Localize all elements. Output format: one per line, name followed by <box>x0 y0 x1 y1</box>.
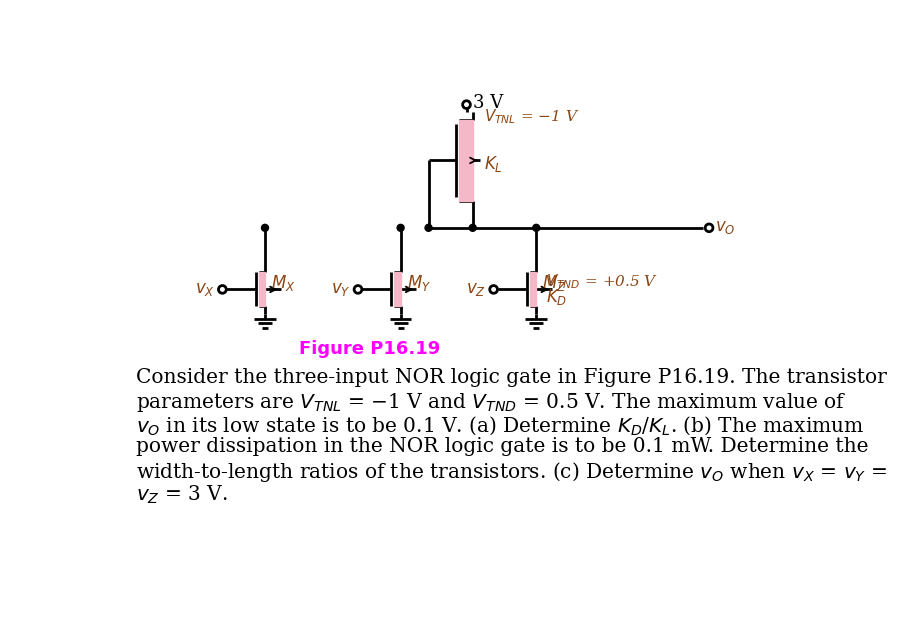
Text: $v_Y$: $v_Y$ <box>331 281 350 298</box>
Text: parameters are $V_{TNL}$ = −1 V and $V_{TND}$ = 0.5 V. The maximum value of: parameters are $V_{TNL}$ = −1 V and $V_{… <box>136 391 846 414</box>
Text: 3 V: 3 V <box>473 94 503 112</box>
Text: $v_Z$ = 3 V.: $v_Z$ = 3 V. <box>136 484 228 506</box>
Bar <box>394 273 401 306</box>
Text: $v_O$ in its low state is to be 0.1 V. (a) Determine $K_D$/$K_L$. (b) The maximu: $v_O$ in its low state is to be 0.1 V. (… <box>136 414 864 436</box>
Circle shape <box>469 224 476 231</box>
Text: width-to-length ratios of the transistors. (c) Determine $v_O$ when $v_X$ = $v_Y: width-to-length ratios of the transistor… <box>136 460 886 484</box>
Text: $v_Z$: $v_Z$ <box>466 281 486 298</box>
Text: $M_Y$: $M_Y$ <box>407 273 431 293</box>
Bar <box>459 120 473 201</box>
Circle shape <box>397 224 404 231</box>
Circle shape <box>533 224 539 231</box>
Bar <box>259 273 265 306</box>
Text: Figure P16.19: Figure P16.19 <box>299 340 440 359</box>
Text: $M_X$: $M_X$ <box>271 273 296 293</box>
Text: Consider the three-input NOR logic gate in Figure P16.19. The transistor: Consider the three-input NOR logic gate … <box>136 368 886 387</box>
Circle shape <box>261 224 269 231</box>
Text: $V_{TND}$ = +0.5 V: $V_{TND}$ = +0.5 V <box>546 273 658 291</box>
Text: power dissipation in the NOR logic gate is to be 0.1 mW. Determine the: power dissipation in the NOR logic gate … <box>136 437 868 457</box>
Bar <box>530 273 537 306</box>
Text: $K_D$: $K_D$ <box>546 287 567 307</box>
Circle shape <box>425 224 432 231</box>
Text: $V_{TNL}$ = −1 V: $V_{TNL}$ = −1 V <box>485 107 579 126</box>
Text: $v_O$: $v_O$ <box>715 219 736 236</box>
Text: $v_X$: $v_X$ <box>195 281 215 298</box>
Text: $K_L$: $K_L$ <box>485 154 503 175</box>
Text: $M_Z$: $M_Z$ <box>542 273 567 293</box>
